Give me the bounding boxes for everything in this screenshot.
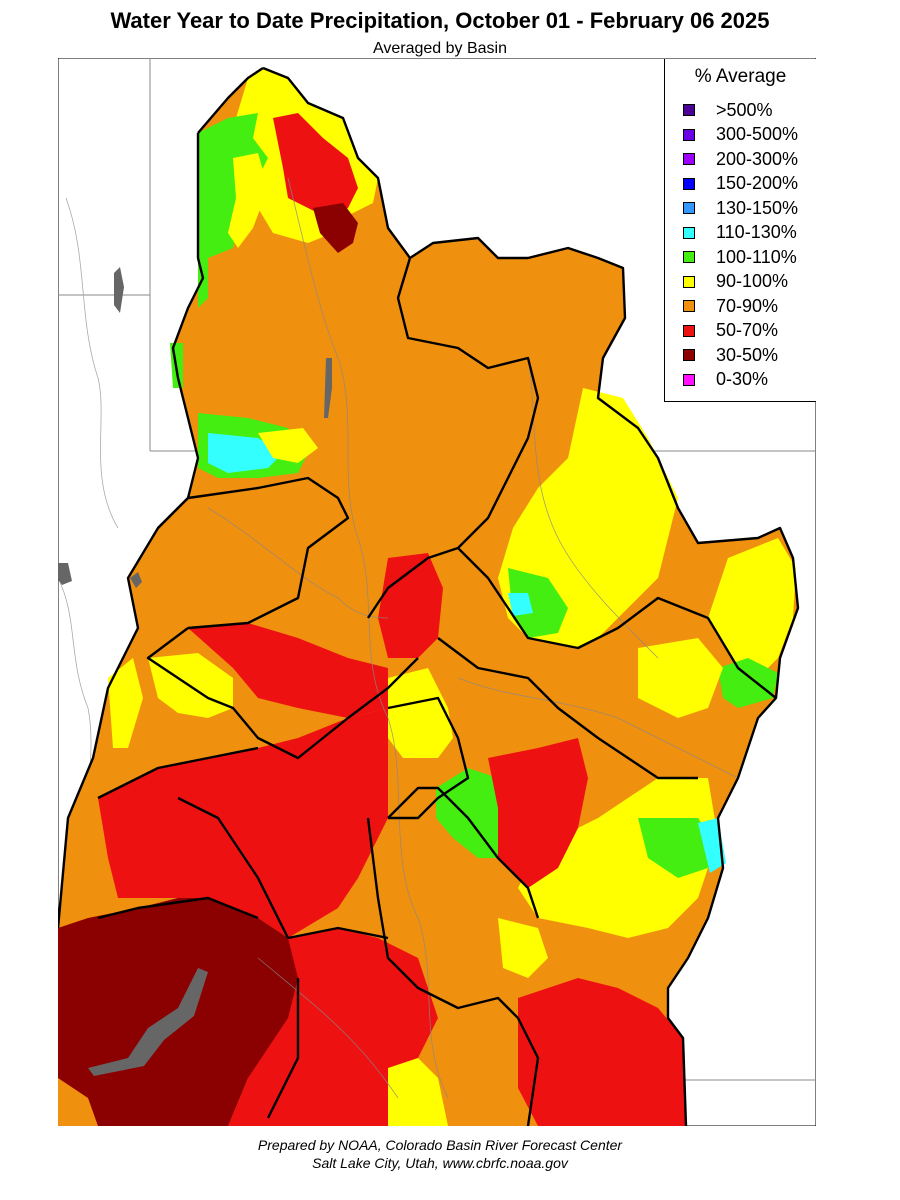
basin-boundaries [58, 66, 800, 1126]
legend-label: 70-90% [716, 295, 779, 316]
legend-label: 30-50% [716, 344, 779, 365]
legend-label: 150-200% [716, 173, 799, 193]
legend-item: 70-90% [683, 296, 778, 316]
legend-item: 130-150% [683, 198, 798, 218]
region-100-110-farright [718, 658, 778, 708]
legend-swatch [683, 153, 695, 165]
footer-contact: Salt Lake City, Utah, www.cbrfc.noaa.gov [312, 1155, 568, 1171]
region-100-110-lowright [638, 818, 718, 878]
legend-swatch [683, 275, 695, 288]
legend-item: 90-100% [683, 271, 789, 292]
outside-lakes [58, 267, 124, 585]
legend-label: 0-30% [716, 369, 769, 389]
legend-label: >500% [716, 99, 773, 120]
region-100-110-center [436, 768, 508, 858]
legend-swatch [683, 226, 695, 239]
region-90-100-midleft [258, 428, 318, 463]
legend-label: 300-500% [716, 124, 799, 144]
legend-item: 150-200% [683, 173, 799, 194]
legend-swatch [683, 251, 695, 263]
legend-item: 100-110% [683, 247, 797, 267]
lakes [88, 358, 332, 1076]
legend-label: 50-70% [716, 320, 779, 340]
legend-item: 0-30% [683, 369, 769, 390]
region-90-100-farleft [108, 658, 143, 748]
region-50-70-upper [273, 113, 358, 218]
region-90-100-south2 [498, 918, 548, 978]
legend-item: >500% [683, 100, 773, 120]
legend-label: 130-150% [716, 197, 799, 218]
region-90-100-center [388, 668, 453, 758]
legend-swatch [683, 177, 695, 190]
legend-item: 300-500% [683, 124, 799, 145]
map-title: Water Year to Date Precipitation, Octobe… [110, 8, 770, 33]
region-90-100-south [388, 1058, 448, 1126]
legend-label: 110-130% [716, 222, 797, 242]
rivers [207, 177, 739, 1099]
footer-credit: Prepared by NOAA, Colorado Basin River F… [257, 1137, 623, 1153]
legend-swatch [683, 373, 695, 386]
legend: % Average >500% 300-500% 200-300% 150-200% 1… [664, 59, 816, 402]
legend-label: 200-300% [716, 148, 799, 169]
legend-swatch [683, 349, 695, 361]
legend-item: 110-130% [683, 222, 797, 243]
legend-item: 30-50% [683, 345, 778, 365]
map-subtitle: Averaged by Basin [372, 40, 507, 57]
legend-title: % Average [694, 66, 787, 87]
region-50-70-center [378, 553, 443, 658]
legend-swatch [683, 128, 695, 141]
region-110-130-right [508, 593, 533, 616]
region-50-70-south [228, 928, 438, 1126]
region-30-50-upper [313, 203, 358, 253]
legend-label: 90-100% [716, 271, 789, 291]
region-100-110-right [508, 568, 568, 638]
region-90-100-mid [638, 638, 723, 718]
region-50-70-mid [188, 623, 388, 718]
legend-item: 50-70% [683, 320, 779, 341]
region-90-100-farright [708, 538, 796, 678]
region-50-70-lowmid [488, 738, 588, 888]
legend-swatch [683, 300, 695, 312]
legend-swatch [683, 202, 695, 214]
legend-swatch [683, 104, 695, 116]
region-50-70-southeast [518, 978, 686, 1126]
legend-swatch [683, 324, 695, 337]
legend-label: 100-110% [716, 246, 797, 267]
legend-item: 200-300% [683, 149, 798, 169]
region-90-100-upper2 [228, 153, 268, 248]
